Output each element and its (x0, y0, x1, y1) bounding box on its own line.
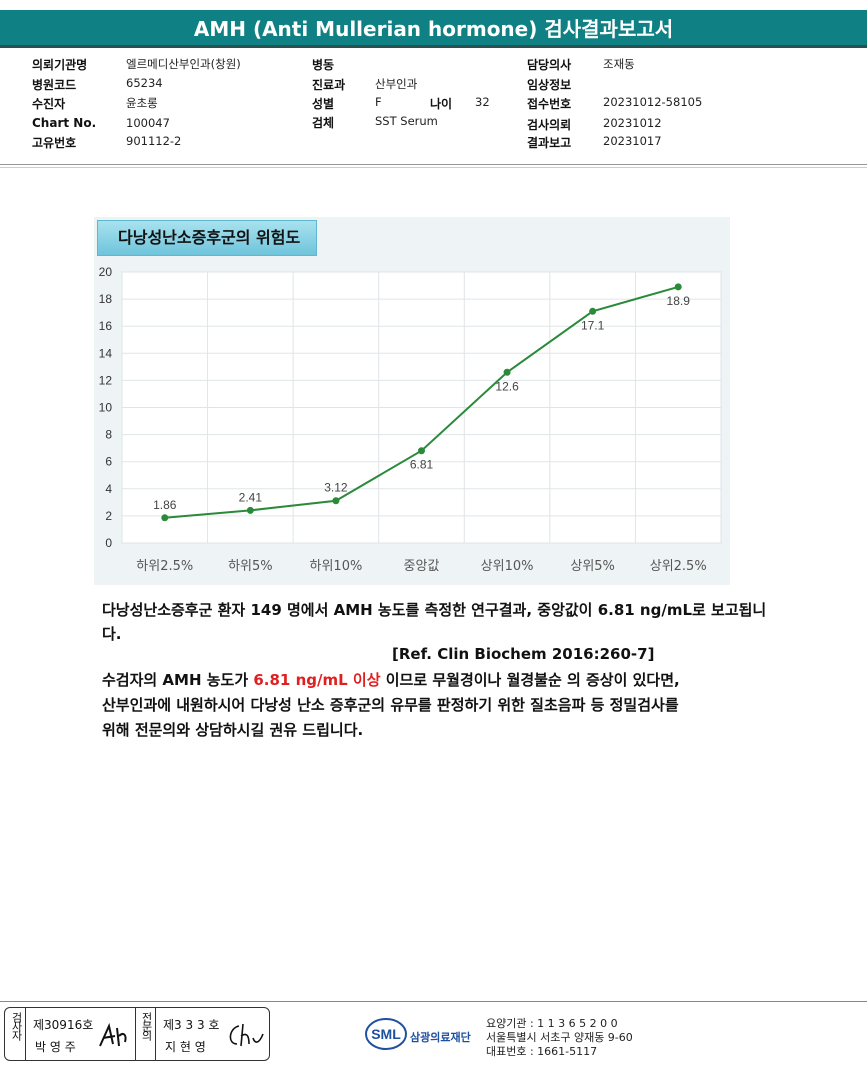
chart-title: 다낭성난소증후군의 위험도 (97, 220, 317, 256)
data-point (332, 497, 340, 505)
data-label: 3.12 (324, 481, 348, 495)
org-name: 삼광의료재단 (410, 1031, 471, 1044)
info-label: 병원코드 (32, 78, 77, 92)
info-label: 담당의사 (527, 58, 572, 72)
data-point (674, 283, 682, 291)
specialist-signature (229, 1023, 264, 1047)
info-label: 임상정보 (527, 78, 572, 92)
info-label: 검사의뢰 (527, 118, 572, 132)
footer-divider (0, 1001, 867, 1002)
info-label: 검체 (312, 116, 335, 130)
info-value: 20231012 (603, 116, 662, 130)
inspector-label: 검사자 (10, 1012, 23, 1039)
data-label: 12.6 (495, 379, 519, 393)
info-label: Chart No. (32, 116, 97, 130)
y-tick-label: 10 (99, 401, 113, 415)
patient-info: 의뢰기관명 엘르메디산부인과(창원) 병동 담당의사 조재동 병원코드 6523… (0, 54, 867, 164)
info-label: 접수번호 (527, 97, 572, 111)
data-label: 17.1 (581, 318, 605, 332)
specialist-number: 제3 3 3 호 (163, 1018, 220, 1032)
data-point (503, 368, 511, 376)
x-tick-label: 하위10% (310, 559, 363, 574)
info-label: 의뢰기관명 (32, 58, 88, 72)
study-description: 다낭성난소증후군 환자 149 명에서 AMH 농도를 측정한 연구결과, 중앙… (102, 601, 767, 643)
info-label: 병동 (312, 58, 335, 72)
x-tick-label: 상위2.5% (650, 559, 707, 574)
info-label: 수진자 (32, 97, 66, 111)
y-tick-label: 20 (99, 265, 113, 279)
x-tick-label: 하위5% (228, 559, 273, 574)
recommendation-line-3: 위해 전문의와 상담하시길 권유 드립니다. (102, 721, 364, 739)
data-label: 2.41 (239, 490, 263, 504)
inspector-signature (99, 1022, 127, 1047)
info-value: 조재동 (603, 57, 635, 71)
phone: 대표번호 : 1661-5117 (486, 1045, 598, 1058)
data-point (246, 506, 254, 514)
reference: [Ref. Clin Biochem 2016:260-7] (392, 645, 655, 663)
data-point (161, 514, 169, 522)
info-value: 20231017 (603, 134, 662, 148)
y-tick-label: 14 (99, 346, 113, 360)
specialist-name: 지 현 영 (165, 1040, 206, 1054)
risk-line-chart: 0 2 4 6 8 10 12 14 16 18 20 하위2.5% 하위5% 하위10% 중앙값 상위10%… (99, 265, 722, 574)
recommendation-text: 이므로 무월경이나 월경불순 의 증상이 있다면, (380, 671, 680, 689)
logo-text: SML (371, 1026, 401, 1042)
cell-divider (135, 1008, 136, 1060)
x-tick-label: 하위2.5% (136, 559, 193, 574)
y-tick-label: 8 (105, 428, 112, 442)
report-title: AMH (Anti Mullerian hormone) 검사결과보고서 (0, 10, 867, 48)
address: 서울특별시 서초구 양재동 9-60 (486, 1031, 633, 1044)
info-value: 엘르메디산부인과(창원) (126, 57, 241, 71)
info-value: 산부인과 (375, 77, 418, 91)
data-point (589, 307, 597, 315)
data-label: 1.86 (153, 498, 177, 512)
info-value: 100047 (126, 116, 170, 130)
y-tick-label: 2 (105, 509, 112, 523)
sml-logo-icon: SML (365, 1018, 407, 1050)
divider (0, 167, 867, 168)
cell-divider (25, 1008, 26, 1060)
divider (0, 164, 867, 165)
data-point (418, 447, 425, 455)
info-value: 65234 (126, 76, 163, 90)
info-label: 고유번호 (32, 136, 77, 150)
info-label: 성별 (312, 97, 335, 111)
info-value: F (375, 95, 382, 109)
info-value: 윤초롱 (126, 96, 158, 110)
info-value: 20231012-58105 (603, 95, 703, 109)
y-tick-label: 4 (105, 482, 112, 496)
y-tick-label: 6 (105, 455, 112, 469)
specialist-label: 전문의 (140, 1012, 153, 1039)
recommendation-line-2: 산부인과에 내원하시어 다낭성 난소 증후군의 유무를 판정하기 위한 질초음파… (102, 696, 679, 714)
recommendation-text: 수검자의 AMH 농도가 (102, 671, 254, 689)
info-label: 나이 (430, 97, 453, 111)
institution-code: 요양기관 : 1 1 3 6 5 2 0 0 (486, 1017, 618, 1030)
info-label: 진료과 (312, 78, 346, 92)
y-tick-label: 0 (105, 536, 112, 550)
info-label: 결과보고 (527, 136, 572, 150)
info-value: SST Serum (375, 114, 438, 128)
signature-box: 검사자 제30916호 박 영 주 전문의 제3 3 3 호 지 현 영 (4, 1007, 270, 1061)
x-tick-label: 상위10% (481, 559, 534, 574)
y-tick-label: 12 (99, 373, 113, 387)
inspector-name: 박 영 주 (35, 1040, 76, 1054)
threshold-highlight: 6.81 ng/mL 이상 (253, 671, 381, 689)
info-value: 901112-2 (126, 134, 182, 148)
inspector-number: 제30916호 (33, 1018, 94, 1032)
x-tick-label: 중앙값 (404, 559, 440, 574)
info-value: 32 (475, 95, 490, 109)
recommendation-line-1: 수검자의 AMH 농도가 6.81 ng/mL 이상 이므로 무월경이나 월경불… (102, 668, 782, 692)
y-tick-label: 18 (99, 292, 113, 306)
data-label: 6.81 (410, 458, 434, 472)
data-label: 18.9 (667, 294, 691, 308)
cell-divider (155, 1008, 156, 1060)
y-tick-label: 16 (99, 319, 113, 333)
x-tick-label: 상위5% (570, 559, 615, 574)
